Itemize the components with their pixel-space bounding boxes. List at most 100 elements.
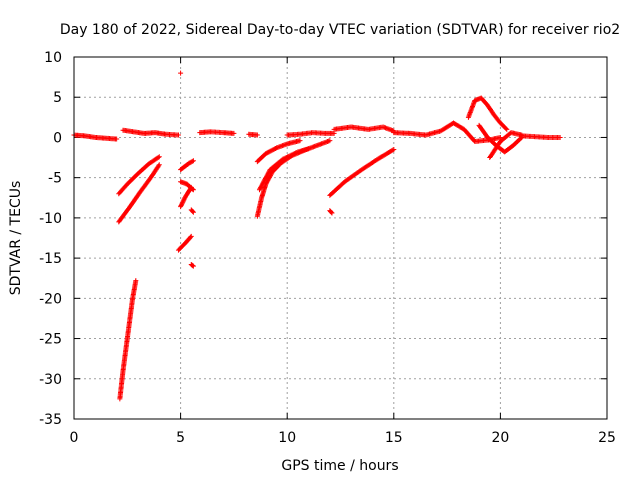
series-sat-baseline-e — [284, 130, 337, 138]
data-point — [190, 263, 196, 269]
series-sat-steep — [117, 278, 139, 402]
data-point — [188, 233, 194, 239]
series-sat-rise-e — [327, 208, 335, 216]
data-point — [391, 147, 397, 153]
series-sat-baseline-h — [519, 133, 563, 140]
x-tick-label: 0 — [70, 430, 79, 446]
series-sat-near5-f — [188, 262, 196, 269]
data-point — [178, 204, 184, 210]
data-point — [181, 197, 187, 203]
data-point — [188, 184, 194, 190]
data-point — [504, 126, 510, 132]
series-sat-baseline-c — [197, 129, 237, 136]
data-point — [179, 200, 185, 206]
x-tick-label: 20 — [491, 430, 509, 446]
series-sat-rise-c — [256, 146, 312, 193]
data-point — [306, 146, 312, 152]
series-sat-near5-e — [188, 207, 196, 215]
data-point — [291, 151, 297, 157]
data-point — [190, 263, 196, 269]
data-point — [328, 209, 334, 215]
data-point — [287, 153, 293, 159]
data-point — [155, 154, 161, 160]
y-tick-label: -30 — [39, 372, 62, 388]
data-point — [327, 138, 333, 144]
data-point — [281, 156, 287, 162]
y-tick-label: -20 — [39, 291, 62, 307]
data-point — [189, 158, 195, 164]
data-point — [180, 198, 186, 204]
series-sat-baseline-b — [120, 127, 181, 138]
data-point — [293, 150, 299, 156]
gridlines — [74, 57, 607, 419]
series-sat-near5-a — [178, 179, 196, 193]
data-point — [503, 125, 509, 131]
series-sat-near5-b — [178, 184, 194, 210]
y-tick-label: -25 — [39, 332, 62, 348]
data-point — [133, 278, 139, 284]
data-point — [156, 162, 162, 168]
data-point — [297, 138, 303, 144]
data-point — [179, 201, 185, 207]
data-point — [190, 208, 196, 214]
data-point — [294, 149, 300, 155]
data-point — [329, 210, 335, 216]
data-point — [178, 203, 184, 209]
y-tick-label: 0 — [53, 130, 62, 146]
series-sat-descend-a — [116, 154, 162, 197]
axis-ticks: 0 5 10 15 20 25 10 5 0 -5 -10 -15 -20 -25 -30 -35 — [39, 50, 616, 446]
series-outlier-spike — [178, 70, 184, 76]
data-point — [254, 132, 260, 138]
chart-title: Day 180 of 2022, Sidereal Day-to-day VTE… — [60, 22, 620, 38]
data-point — [286, 153, 292, 159]
data-points — [71, 70, 563, 402]
series-sat-arc-b — [476, 122, 525, 155]
data-point — [187, 234, 193, 240]
data-point — [282, 155, 288, 161]
data-point — [557, 134, 563, 140]
series-sat-arc-c — [487, 130, 525, 161]
series-sat-baseline-a — [71, 132, 120, 142]
data-point — [175, 132, 181, 138]
y-tick-label: -5 — [48, 171, 62, 187]
data-point — [180, 199, 186, 205]
series-sat-rise-b — [254, 138, 303, 165]
data-point — [231, 130, 237, 136]
data-point — [178, 70, 184, 76]
data-point — [114, 136, 120, 142]
data-point — [280, 156, 286, 162]
data-point — [283, 154, 289, 160]
y-tick-label: -10 — [39, 211, 62, 227]
x-tick-label: 15 — [385, 430, 403, 446]
plot-frame — [73, 56, 608, 420]
x-axis-label: GPS time / hours — [281, 458, 398, 474]
x-tick-label: 10 — [278, 430, 296, 446]
series-sat-near5-d — [175, 233, 194, 253]
data-point — [290, 151, 296, 157]
data-point — [288, 152, 294, 158]
y-tick-label: -35 — [39, 412, 62, 428]
data-point — [190, 209, 196, 215]
series-sat-arc-a — [465, 95, 510, 132]
data-point — [190, 158, 196, 164]
x-tick-label: 5 — [176, 430, 185, 446]
data-point — [285, 154, 291, 160]
data-point — [289, 152, 295, 158]
data-point — [156, 163, 162, 169]
data-point — [156, 154, 162, 160]
y-tick-label: -15 — [39, 251, 62, 267]
data-point — [188, 185, 194, 191]
data-point — [390, 147, 396, 153]
x-tick-label: 25 — [598, 430, 616, 446]
y-tick-label: 5 — [53, 90, 62, 106]
series-sat-baseline-d — [246, 131, 260, 138]
y-axis-label: SDTVAR / TECUs — [8, 181, 24, 296]
data-point — [272, 145, 278, 151]
series-sat-baseline-f — [331, 124, 397, 134]
series-sat-near5-c — [178, 158, 196, 173]
series-sat-rise-d — [327, 147, 397, 198]
y-tick-label: 10 — [44, 50, 62, 66]
series-sat-descend-b — [116, 162, 162, 225]
